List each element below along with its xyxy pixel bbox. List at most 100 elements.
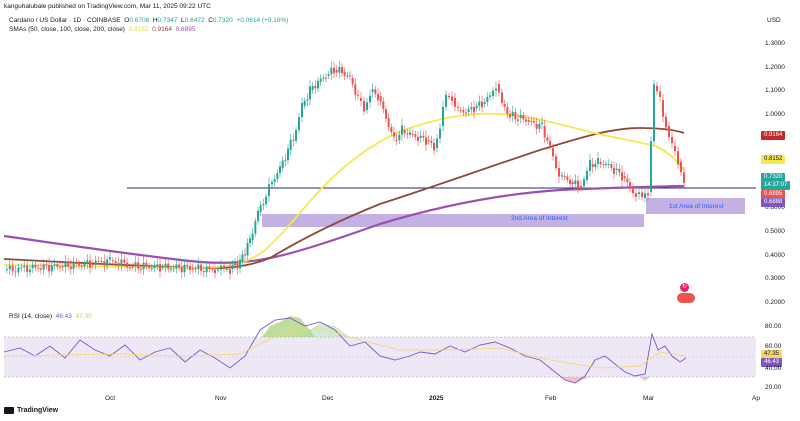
candle-body[interactable] <box>538 123 541 129</box>
candle-body[interactable] <box>403 130 406 134</box>
candle-body[interactable] <box>208 266 211 269</box>
second-area-zone[interactable] <box>262 214 644 227</box>
candle-body[interactable] <box>330 67 333 75</box>
candle-body[interactable] <box>629 182 631 189</box>
candle-body[interactable] <box>530 121 533 123</box>
candle-body[interactable] <box>114 261 117 263</box>
dividends-flag-icon[interactable] <box>677 293 695 303</box>
candle-body[interactable] <box>467 109 470 112</box>
candle-body[interactable] <box>20 267 23 269</box>
candle-body[interactable] <box>164 263 167 267</box>
candle-body[interactable] <box>295 130 297 141</box>
candle-body[interactable] <box>265 196 267 204</box>
candle-body[interactable] <box>191 268 194 270</box>
candle-body[interactable] <box>241 254 244 262</box>
candle-body[interactable] <box>126 262 129 268</box>
candle-body[interactable] <box>555 156 557 169</box>
candle-body[interactable] <box>8 265 11 270</box>
candle-body[interactable] <box>150 268 153 270</box>
candle-body[interactable] <box>11 265 14 272</box>
candle-body[interactable] <box>591 164 594 168</box>
candle-body[interactable] <box>498 84 500 93</box>
candle-body[interactable] <box>94 260 97 265</box>
candle-body[interactable] <box>613 168 615 174</box>
candles[interactable] <box>5 60 685 280</box>
candle-body[interactable] <box>653 84 655 142</box>
candle-body[interactable] <box>205 266 208 273</box>
candle-body[interactable] <box>357 95 359 97</box>
candle-body[interactable] <box>254 221 257 234</box>
candle-body[interactable] <box>129 267 131 269</box>
candle-body[interactable] <box>236 263 239 269</box>
candle-body[interactable] <box>159 264 161 272</box>
candle-body[interactable] <box>680 162 682 173</box>
candle-body[interactable] <box>333 67 335 74</box>
candle-body[interactable] <box>605 163 607 165</box>
candle-body[interactable] <box>284 160 287 162</box>
candle-body[interactable] <box>111 260 114 262</box>
candle-body[interactable] <box>406 133 409 135</box>
candle-body[interactable] <box>349 75 351 77</box>
candle-body[interactable] <box>465 112 467 114</box>
sma-legend[interactable]: SMAs (50, close, 100, close, 200, close)… <box>9 26 196 33</box>
candle-body[interactable] <box>483 101 486 104</box>
candle-body[interactable] <box>72 261 75 270</box>
candle-body[interactable] <box>226 268 228 270</box>
candle-body[interactable] <box>97 260 100 262</box>
candle-body[interactable] <box>674 146 676 152</box>
candle-body[interactable] <box>501 92 503 103</box>
candle-body[interactable] <box>153 265 156 269</box>
candle-body[interactable] <box>535 124 538 129</box>
candle-body[interactable] <box>220 265 222 270</box>
candle-body[interactable] <box>322 77 325 79</box>
candle-body[interactable] <box>398 134 401 141</box>
candle-body[interactable] <box>268 184 270 196</box>
candle-body[interactable] <box>75 261 78 265</box>
candle-body[interactable] <box>17 267 20 273</box>
candle-body[interactable] <box>385 109 387 119</box>
candle-body[interactable] <box>377 93 379 101</box>
candle-body[interactable] <box>223 265 225 270</box>
candle-body[interactable] <box>374 89 377 94</box>
candle-body[interactable] <box>306 99 309 101</box>
candle-body[interactable] <box>197 264 200 269</box>
candle-body[interactable] <box>262 203 265 206</box>
candle-body[interactable] <box>599 162 602 165</box>
candle-body[interactable] <box>671 136 673 144</box>
candle-body[interactable] <box>145 262 148 267</box>
candle-body[interactable] <box>148 266 151 269</box>
candle-body[interactable] <box>53 264 56 266</box>
candle-body[interactable] <box>574 180 577 185</box>
candle-body[interactable] <box>229 268 231 274</box>
candle-body[interactable] <box>200 264 203 272</box>
sma50-line[interactable] <box>3 112 685 269</box>
candle-body[interactable] <box>319 78 322 82</box>
candle-body[interactable] <box>31 264 34 268</box>
candle-body[interactable] <box>39 268 42 270</box>
candle-body[interactable] <box>401 125 403 135</box>
candle-body[interactable] <box>14 271 17 273</box>
candle-body[interactable] <box>69 266 72 270</box>
candle-body[interactable] <box>563 176 566 177</box>
candle-body[interactable] <box>427 140 430 141</box>
candle-body[interactable] <box>354 84 357 96</box>
candle-body[interactable] <box>514 112 517 120</box>
candle-body[interactable] <box>439 128 441 139</box>
candle-body[interactable] <box>178 264 181 268</box>
tradingview-logo[interactable]: TradingView <box>4 407 58 414</box>
candle-body[interactable] <box>341 67 343 74</box>
candle-body[interactable] <box>621 172 623 181</box>
candle-body[interactable] <box>489 95 491 97</box>
candle-body[interactable] <box>481 101 483 108</box>
candle-body[interactable] <box>5 269 8 271</box>
candle-body[interactable] <box>234 263 236 265</box>
candle-body[interactable] <box>89 260 91 268</box>
candle-body[interactable] <box>506 106 509 115</box>
candle-body[interactable] <box>390 127 393 133</box>
candle-body[interactable] <box>369 95 371 103</box>
candle-body[interactable] <box>626 178 629 183</box>
candle-body[interactable] <box>445 94 447 107</box>
candle-body[interactable] <box>80 265 83 267</box>
candle-body[interactable] <box>457 106 459 108</box>
